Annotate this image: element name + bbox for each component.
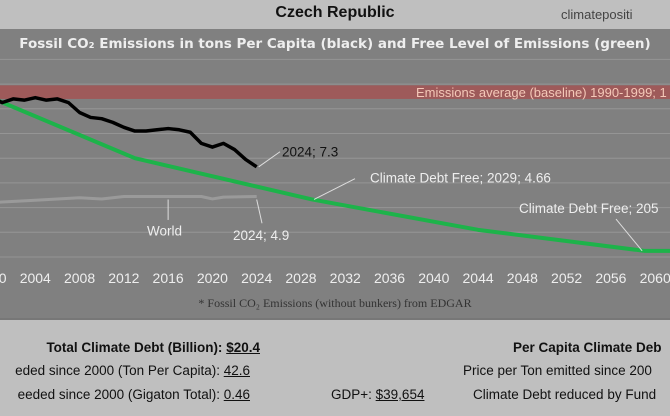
x-tick-label: 2048 [507,270,538,286]
x-tick-label: 2020 [197,270,228,286]
annotation-world: World [147,224,182,239]
x-tick-label: 2036 [374,270,405,286]
emissions-line [0,95,258,169]
per-capita-debt-label: Per Capita Climate Deb [513,340,662,355]
gdp: GDP+: $39,654 [331,387,424,402]
leader-line [258,151,281,168]
x-tick-label: 2052 [551,270,582,286]
annotation-free-2029: Climate Debt Free; 2029; 4.66 [370,171,551,186]
total-debt-label: Total Climate Debt (Billion): [46,340,223,355]
annotation-free-205x: Climate Debt Free; 205 [519,201,659,216]
gdp-label: GDP+: [331,387,372,402]
title-bar: Czech Republic climatepositi [0,0,670,29]
x-tick-label: 2056 [595,270,626,286]
exceeded-per-capita: eded since 2000 (Ton Per Capita): 42.6 [15,363,250,378]
leader-line [615,218,643,252]
x-tick-label: 2024 [241,270,272,286]
exceeded-total: eeded since 2000 (Gigaton Total): 0.46 [18,387,250,402]
x-tick-label: 2044 [463,270,494,286]
annotation-country-2024: 2024; 7.3 [282,145,338,160]
x-tick-label: 2012 [108,270,139,286]
x-tick-label: 2000 [0,270,7,286]
brand-label: climatepositi [561,7,633,22]
chart-svg: Fossil CO₂ Emissions in tons Per Capita … [0,36,670,310]
total-debt: Total Climate Debt (Billion): $20.4 [46,340,260,355]
exceeded-per-capita-label: eded since 2000 (Ton Per Capita): [15,363,220,378]
leader-line [313,178,356,200]
x-tick-label: 2004 [20,270,51,286]
debt-reduced-label: Climate Debt reduced by Fund [473,387,657,402]
x-tick-label: 2008 [64,270,95,286]
page-title: Czech Republic [275,4,395,21]
total-debt-value: $20.4 [226,340,260,355]
chart-title: Fossil CO₂ Emissions in tons Per Capita … [19,36,650,52]
x-tick-label: 2028 [285,270,316,286]
x-tick-label: 2040 [418,270,449,286]
leader-line [256,199,263,224]
x-tick-label: 2060 [640,270,670,286]
chart-footnote: * Fossil CO₂ Emissions (without bunkers)… [198,296,471,310]
annotation-world-2024: 2024; 4.9 [233,228,289,243]
chart-area: Fossil CO₂ Emissions in tons Per Capita … [0,29,670,318]
x-tick-label: 2032 [330,270,361,286]
summary-panel: Total Climate Debt (Billion): $20.4 eded… [0,318,670,416]
exceeded-per-capita-value: 42.6 [223,363,250,378]
exceeded-total-label: eeded since 2000 (Gigaton Total): [17,387,220,402]
baseline-label: Emissions average (baseline) 1990-1999; … [416,85,667,100]
exceeded-total-value: 0.46 [223,387,250,402]
x-tick-label: 2016 [153,270,184,286]
climate-free-line [0,99,670,253]
baseline-band [0,85,670,99]
gdp-value: $39,654 [375,387,425,402]
price-per-ton-label: Price per Ton emitted since 200 [463,363,652,378]
world-line [0,194,257,204]
